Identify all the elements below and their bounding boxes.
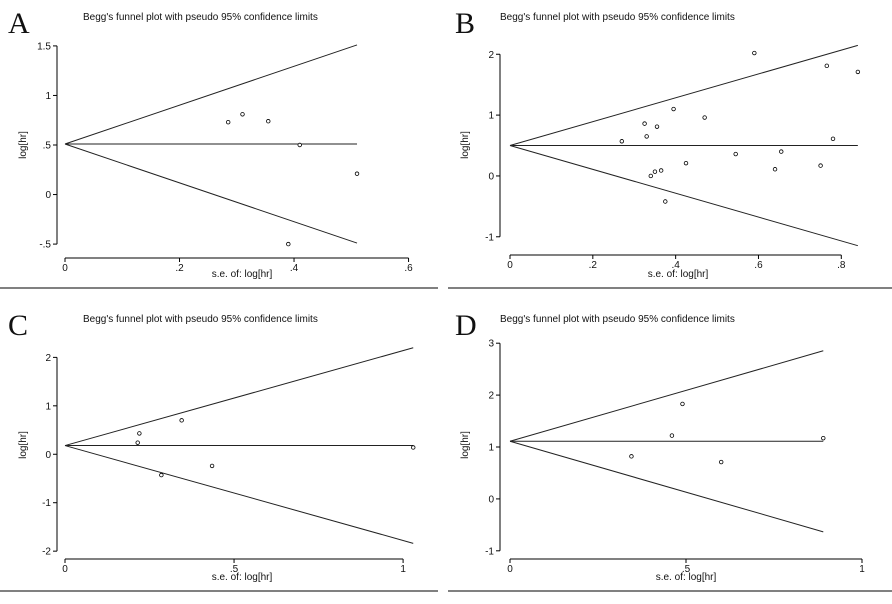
- x-tick-label: 0: [507, 564, 513, 575]
- lower-confidence-limit: [64, 445, 414, 544]
- y-tick-label: 0: [488, 494, 494, 505]
- y-tick-label: 1: [45, 401, 51, 412]
- panel-letter: A: [8, 7, 30, 40]
- x-tick-label: .5: [230, 564, 239, 575]
- study-point: [266, 119, 271, 124]
- x-tick-label: .4: [290, 263, 299, 274]
- study-point: [179, 418, 184, 423]
- x-axis-label: s.e. of: log[hr]: [656, 572, 717, 583]
- y-tick-label: -1: [42, 498, 51, 509]
- study-point: [680, 401, 685, 407]
- y-axis-label: log[hr]: [460, 431, 471, 459]
- upper-confidence-limit: [64, 347, 414, 447]
- study-point: [411, 445, 416, 450]
- lower-confidence-limit: [64, 143, 358, 244]
- x-axis-label: s.e. of: log[hr]: [212, 572, 273, 583]
- y-tick-label: 0: [45, 190, 51, 201]
- x-tick-label: .5: [682, 564, 691, 575]
- study-point: [644, 134, 649, 139]
- upper-confidence-limit: [64, 44, 358, 145]
- x-tick-label: .6: [754, 260, 763, 271]
- study-point: [286, 241, 291, 247]
- study-point: [772, 167, 778, 172]
- panel-letter: D: [455, 309, 477, 342]
- study-point: [702, 115, 707, 120]
- funnel-plot-panel-a: A Begg's funnel plot with pseudo 95% conf…: [8, 7, 413, 280]
- study-point: [297, 142, 302, 148]
- x-tick-label: 0: [62, 564, 68, 575]
- plot-title: Begg's funnel plot with pseudo 95% confi…: [500, 314, 735, 325]
- study-point: [658, 168, 664, 173]
- upper-confidence-limit: [509, 350, 824, 442]
- x-tick-label: .2: [175, 263, 184, 274]
- panel-letter: B: [455, 7, 475, 40]
- y-tick-label: 1: [45, 91, 51, 102]
- study-point: [669, 433, 675, 438]
- x-tick-label: .6: [404, 263, 413, 274]
- y-tick-label: 2: [488, 50, 494, 61]
- study-point: [354, 171, 360, 176]
- study-point: [654, 124, 660, 129]
- y-tick-label: 0: [45, 450, 51, 461]
- y-tick-label: 0: [488, 171, 494, 182]
- study-point: [648, 173, 653, 179]
- plot-title: Begg's funnel plot with pseudo 95% confi…: [83, 314, 318, 325]
- lower-confidence-limit: [509, 440, 824, 533]
- y-tick-label: 3: [488, 339, 494, 350]
- study-point: [137, 431, 142, 436]
- upper-confidence-limit: [509, 44, 858, 147]
- study-point: [683, 160, 689, 166]
- y-axis-label: log[hr]: [18, 131, 29, 159]
- study-point: [855, 69, 861, 75]
- panel-letter: C: [8, 309, 28, 342]
- study-point: [209, 463, 215, 469]
- study-point: [818, 163, 823, 168]
- study-point: [135, 440, 140, 445]
- y-tick-label: 1.5: [37, 41, 51, 52]
- plot-title: Begg's funnel plot with pseudo 95% confi…: [500, 12, 735, 23]
- y-tick-label: -1: [485, 546, 494, 557]
- study-point: [830, 136, 836, 142]
- lower-confidence-limit: [509, 145, 858, 247]
- y-tick-label: -2: [42, 547, 51, 558]
- study-point: [629, 454, 634, 459]
- y-tick-label: 2: [488, 391, 494, 402]
- plot-title: Begg's funnel plot with pseudo 95% confi…: [83, 12, 318, 23]
- study-point: [225, 120, 231, 125]
- study-point: [719, 459, 724, 465]
- y-tick-label: .5: [43, 141, 52, 152]
- y-axis-label: log[hr]: [460, 131, 471, 159]
- study-point: [619, 139, 625, 144]
- study-point: [642, 121, 647, 126]
- x-tick-label: .4: [671, 260, 680, 271]
- study-point: [752, 50, 757, 56]
- funnel-plot-panel-c: C Begg's funnel plot with pseudo 95% conf…: [8, 309, 416, 583]
- x-tick-label: 1: [400, 564, 406, 575]
- y-tick-label: -.5: [39, 240, 51, 251]
- x-axis-label: s.e. of: log[hr]: [648, 269, 709, 280]
- study-point: [652, 169, 658, 174]
- y-tick-label: 1: [488, 111, 494, 122]
- study-point: [821, 435, 826, 441]
- study-point: [671, 106, 676, 112]
- study-point: [240, 112, 245, 117]
- y-axis-label: log[hr]: [18, 431, 29, 459]
- study-point: [824, 63, 829, 69]
- y-tick-label: 2: [45, 353, 51, 364]
- study-point: [733, 151, 738, 157]
- study-point: [779, 149, 784, 154]
- funnel-plot-panel-d: D Begg's funnel plot with pseudo 95% conf…: [455, 309, 865, 583]
- x-axis-label: s.e. of: log[hr]: [212, 269, 273, 280]
- x-tick-label: .8: [837, 260, 846, 271]
- x-tick-label: 1: [859, 564, 865, 575]
- x-tick-label: .2: [589, 260, 598, 271]
- funnel-plot-panel-b: B Begg's funnel plot with pseudo 95% conf…: [455, 7, 861, 280]
- x-tick-label: 0: [62, 263, 68, 274]
- y-tick-label: -1: [485, 232, 494, 243]
- y-tick-label: 1: [488, 443, 494, 454]
- x-tick-label: 0: [507, 260, 513, 271]
- study-point: [663, 199, 668, 204]
- study-point: [159, 472, 164, 478]
